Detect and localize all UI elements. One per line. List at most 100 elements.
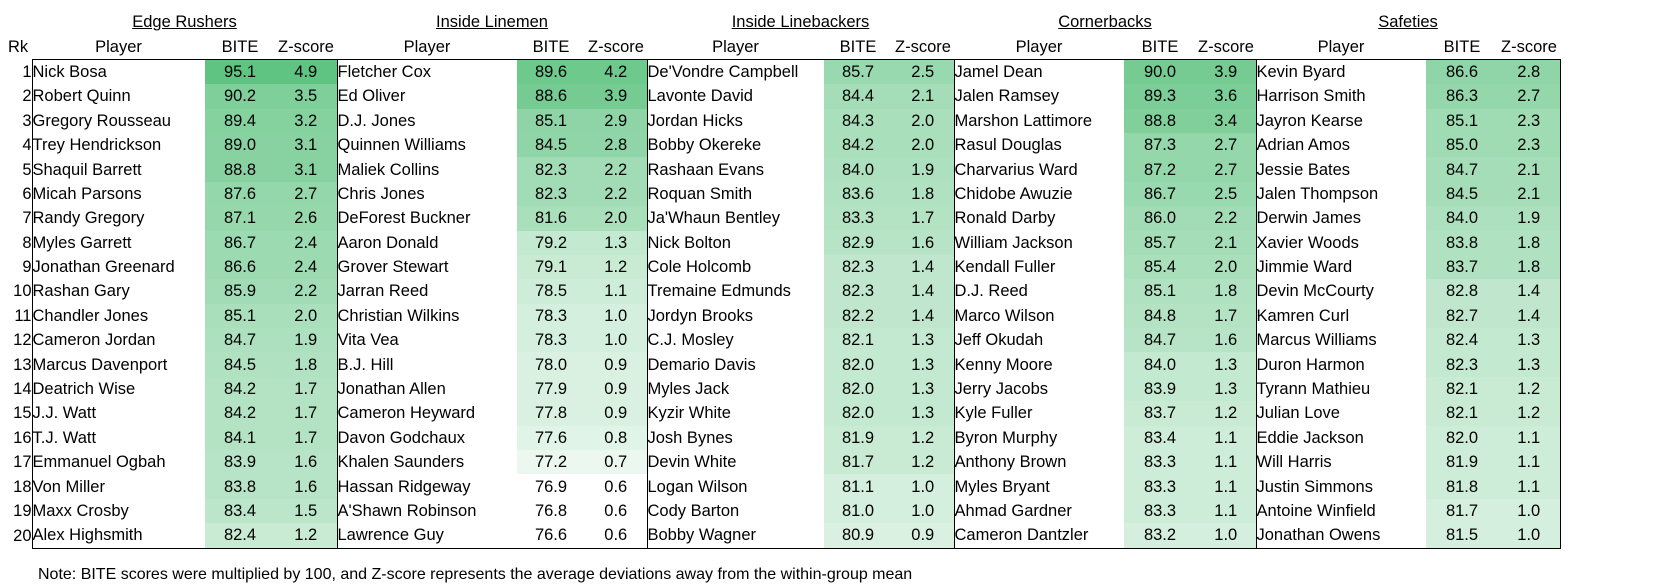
- z-score-cell: 1.0: [892, 498, 954, 524]
- z-score-cell: 1.7: [275, 425, 337, 451]
- player-cell: Devin McCourty: [1255, 279, 1426, 304]
- bite-cell: 82.1: [1426, 376, 1498, 402]
- player-cell: Kendall Fuller: [953, 254, 1124, 280]
- bite-cell: 89.3: [1124, 84, 1196, 109]
- table-row: 9 Jonathan Greenard 86.6 2.4 Grover Stewart 7…: [8, 254, 1561, 280]
- bite-cell: 77.6: [517, 425, 585, 451]
- player-cell: Kenny Moore: [953, 352, 1124, 377]
- player-cell: Will Harris: [1255, 450, 1426, 475]
- rank-cell: 2: [22, 87, 32, 106]
- table-row: 13 Marcus Davenport 84.5 1.8 B.J. Hill 78.0 0.…: [8, 352, 1561, 377]
- bite-cell: 81.7: [1426, 498, 1498, 524]
- table-row: 17 Emmanuel Ogbah 83.9 1.6 Khalen Saunders 77…: [8, 450, 1561, 475]
- bite-cell: 89.6: [517, 58, 585, 85]
- bite-cell: 87.3: [1124, 132, 1196, 158]
- player-cell: Nick Bolton: [646, 230, 824, 255]
- player-cell: Jayron Kearse: [1255, 108, 1426, 133]
- bite-cell: 85.1: [517, 108, 585, 133]
- rank-cell: 14: [13, 380, 32, 399]
- bite-cell: 85.1: [205, 303, 275, 329]
- player-cell: Emmanuel Ogbah: [31, 450, 205, 475]
- player-cell: Harrison Smith: [1255, 84, 1426, 109]
- rank-cell: 6: [22, 184, 32, 203]
- rank-cell: 10: [13, 282, 32, 301]
- z-score-cell: 1.1: [1498, 450, 1561, 475]
- bite-cell: 85.9: [205, 279, 275, 304]
- z-score-cell: 2.5: [1196, 181, 1256, 207]
- z-score-cell: 1.3: [892, 328, 954, 353]
- player-cell: Robert Quinn: [31, 84, 205, 109]
- player-cell: Christian Wilkins: [336, 303, 517, 329]
- player-header: Player: [1317, 37, 1365, 56]
- z-score-cell: 3.2: [275, 108, 337, 133]
- player-cell: Cameron Jordan: [31, 328, 205, 353]
- z-score-cell: 1.1: [1196, 450, 1256, 475]
- bite-cell: 85.0: [1426, 132, 1498, 158]
- z-score-cell: 2.3: [1498, 132, 1561, 158]
- player-cell: Maliek Collins: [336, 157, 517, 182]
- player-cell: Myles Bryant: [953, 474, 1124, 499]
- z-score-cell: 1.1: [1498, 474, 1561, 499]
- player-cell: Tremaine Edmunds: [646, 279, 824, 304]
- player-cell: Quinnen Williams: [336, 132, 517, 158]
- bite-cell: 82.0: [824, 401, 892, 426]
- rank-cell: 16: [13, 428, 32, 447]
- z-score-cell: 1.4: [1498, 303, 1561, 329]
- z-score-cell: 1.4: [1498, 279, 1561, 304]
- rank-cell: 9: [22, 258, 32, 277]
- bite-cell: 82.4: [1426, 328, 1498, 353]
- player-cell: Jalen Ramsey: [953, 84, 1124, 109]
- bite-cell: 83.4: [1124, 425, 1196, 451]
- player-cell: Jeff Okudah: [953, 328, 1124, 353]
- player-cell: Lawrence Guy: [336, 523, 517, 549]
- player-cell: Vita Vea: [336, 328, 517, 353]
- rank-cell: 12: [13, 331, 32, 350]
- bite-header: BITE: [1443, 37, 1481, 56]
- player-cell: Von Miller: [31, 474, 205, 499]
- player-cell: A'Shawn Robinson: [336, 498, 517, 524]
- z-score-cell: 1.6: [1196, 328, 1256, 353]
- group-title-0: Edge Rushers: [132, 13, 237, 32]
- bite-cell: 83.7: [1124, 401, 1196, 426]
- z-score-cell: 1.1: [585, 279, 647, 304]
- z-score-cell: 2.3: [1498, 108, 1561, 133]
- bite-cell: 88.6: [517, 84, 585, 109]
- z-score-cell: 2.0: [892, 108, 954, 133]
- z-score-cell: 1.8: [1196, 279, 1256, 304]
- bite-cell: 82.3: [824, 279, 892, 304]
- z-score-cell: 1.3: [1196, 352, 1256, 377]
- player-cell: DeForest Buckner: [336, 206, 517, 231]
- bite-cell: 89.0: [205, 132, 275, 158]
- table-row: 5 Shaquil Barrett 88.8 3.1 Maliek Collins 82.…: [8, 157, 1561, 182]
- z-score-cell: 2.0: [1196, 254, 1256, 280]
- player-cell: J.J. Watt: [31, 401, 205, 426]
- bite-cell: 80.9: [824, 523, 892, 549]
- z-score-cell: 2.0: [892, 132, 954, 158]
- bite-cell: 83.6: [824, 181, 892, 207]
- player-cell: Myles Garrett: [31, 230, 205, 255]
- z-score-cell: 1.9: [1498, 206, 1561, 231]
- player-cell: Rasul Douglas: [953, 132, 1124, 158]
- z-score-cell: 3.4: [1196, 108, 1256, 133]
- bite-cell: 83.9: [205, 450, 275, 475]
- bite-cell: 83.7: [1426, 254, 1498, 280]
- bite-cell: 86.7: [1124, 181, 1196, 207]
- bite-header: BITE: [839, 37, 877, 56]
- z-score-cell: 2.8: [1498, 58, 1561, 85]
- bite-cell: 84.0: [824, 157, 892, 182]
- player-cell: Eddie Jackson: [1255, 425, 1426, 451]
- table-row: 20 Alex Highsmith 82.4 1.2 Lawrence Guy 76.6 0…: [8, 523, 1561, 549]
- player-cell: Myles Jack: [646, 376, 824, 402]
- bite-cell: 84.3: [824, 108, 892, 133]
- z-score-cell: 2.8: [585, 132, 647, 158]
- bite-cell: 84.2: [824, 132, 892, 158]
- z-score-cell: 1.6: [892, 230, 954, 255]
- bite-cell: 82.8: [1426, 279, 1498, 304]
- z-score-cell: 1.2: [892, 450, 954, 475]
- z-score-cell: 1.7: [275, 376, 337, 402]
- player-cell: Demario Davis: [646, 352, 824, 377]
- z-score-cell: 1.7: [1196, 303, 1256, 329]
- z-score-cell: 1.3: [585, 230, 647, 255]
- bite-cell: 88.8: [1124, 108, 1196, 133]
- z-score-cell: 1.4: [892, 254, 954, 280]
